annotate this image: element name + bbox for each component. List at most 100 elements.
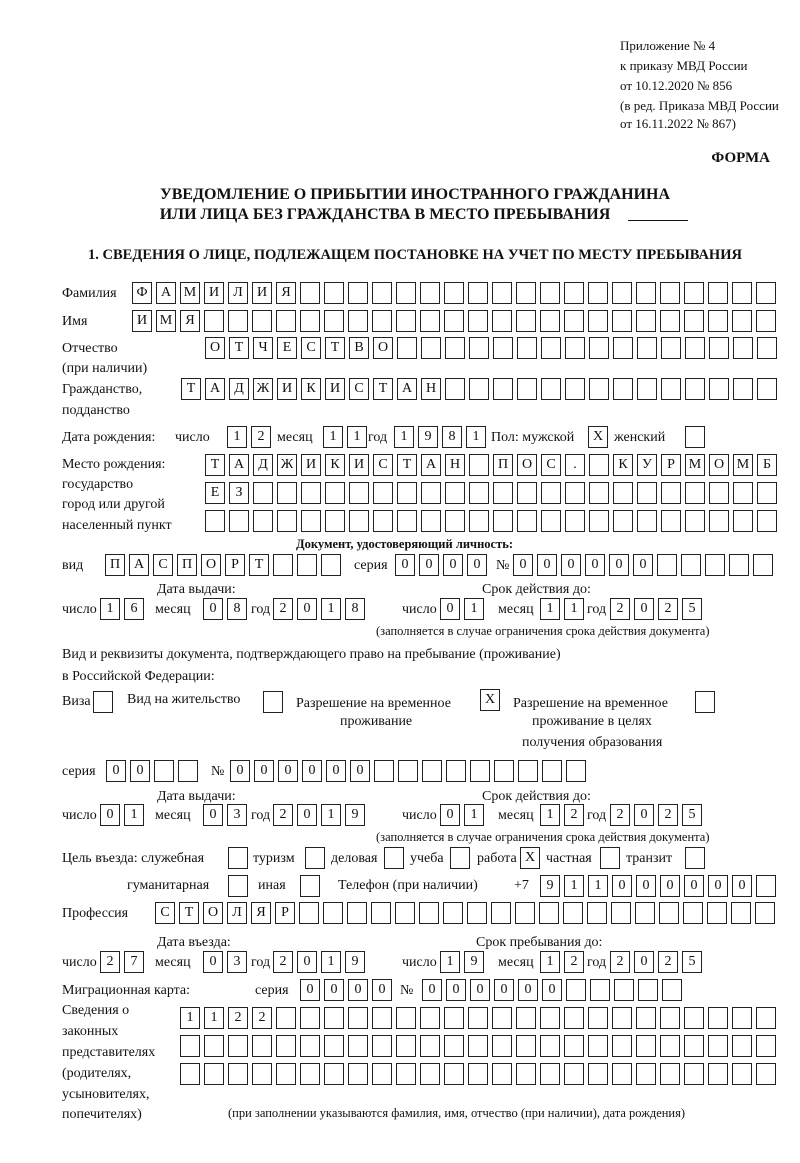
char-box-phone[interactable]: 0 (684, 875, 704, 897)
char-box-patronymic[interactable]: Т (325, 337, 345, 359)
char-box-entry-year[interactable]: 0 (297, 951, 317, 973)
char-box-surname[interactable]: И (252, 282, 272, 304)
char-box-phone[interactable]: 0 (636, 875, 656, 897)
char-box-name[interactable] (228, 310, 248, 332)
checkbox-purpose-official[interactable] (228, 847, 248, 869)
char-box-mc-series[interactable]: 0 (372, 979, 392, 1001)
char-box-birthplace-line1[interactable]: И (301, 454, 321, 476)
char-box-stay-day[interactable]: 9 (464, 951, 484, 973)
char-box-surname[interactable]: И (204, 282, 224, 304)
char-box-phone[interactable]: 0 (660, 875, 680, 897)
char-box-surname[interactable] (588, 282, 608, 304)
char-box-surname[interactable] (732, 282, 752, 304)
char-box-profession[interactable] (683, 902, 703, 924)
checkbox-purpose-tourism[interactable] (305, 847, 325, 869)
char-box-patronymic[interactable]: С (301, 337, 321, 359)
char-box-guardians-line1[interactable] (396, 1007, 416, 1029)
char-box-id-number[interactable]: 0 (609, 554, 629, 576)
char-box-birthplace-line2[interactable] (733, 482, 753, 504)
char-box-birthplace-line1[interactable]: К (613, 454, 633, 476)
char-box-profession[interactable] (611, 902, 631, 924)
char-box-name[interactable]: Я (180, 310, 200, 332)
char-box-birth-year[interactable]: 8 (442, 426, 462, 448)
char-box-citizenship[interactable]: Т (373, 378, 393, 400)
char-box-phone[interactable]: 0 (732, 875, 752, 897)
char-box-id-kind[interactable]: Т (249, 554, 269, 576)
char-box-guardians-line3[interactable] (252, 1063, 272, 1085)
char-box-guardians-line1[interactable] (660, 1007, 680, 1029)
char-box-guardians-line2[interactable] (564, 1035, 584, 1057)
char-box-rd-series[interactable]: 0 (130, 760, 150, 782)
char-box-birthplace-line2[interactable] (757, 482, 777, 504)
char-box-guardians-line3[interactable] (324, 1063, 344, 1085)
char-box-birthplace-line2[interactable] (589, 482, 609, 504)
char-box-surname[interactable]: Ф (132, 282, 152, 304)
char-box-birthplace-line1[interactable]: Н (445, 454, 465, 476)
char-box-id-kind[interactable]: А (129, 554, 149, 576)
char-box-name[interactable] (732, 310, 752, 332)
char-box-birthplace-line3[interactable] (421, 510, 441, 532)
char-box-guardians-line2[interactable] (660, 1035, 680, 1057)
char-box-guardians-line1[interactable] (636, 1007, 656, 1029)
char-box-surname[interactable]: М (180, 282, 200, 304)
char-box-citizenship[interactable] (757, 378, 777, 400)
char-box-citizenship[interactable] (613, 378, 633, 400)
char-box-surname[interactable] (756, 282, 776, 304)
char-box-rd-valid-day[interactable]: 1 (464, 804, 484, 826)
char-box-citizenship[interactable]: А (397, 378, 417, 400)
char-box-guardians-line1[interactable] (612, 1007, 632, 1029)
char-box-birthplace-line3[interactable] (541, 510, 561, 532)
char-box-surname[interactable] (444, 282, 464, 304)
char-box-patronymic[interactable] (661, 337, 681, 359)
char-box-birthplace-line2[interactable] (373, 482, 393, 504)
char-box-patronymic[interactable] (397, 337, 417, 359)
char-box-id-issue-year[interactable]: 8 (345, 598, 365, 620)
char-box-name[interactable]: М (156, 310, 176, 332)
char-box-mc-series[interactable]: 0 (324, 979, 344, 1001)
char-box-guardians-line2[interactable] (612, 1035, 632, 1057)
char-box-id-number[interactable]: 0 (513, 554, 533, 576)
char-box-name[interactable] (660, 310, 680, 332)
char-box-citizenship[interactable] (637, 378, 657, 400)
char-box-rd-number[interactable] (494, 760, 514, 782)
char-box-birthplace-line2[interactable] (685, 482, 705, 504)
char-box-guardians-line1[interactable] (468, 1007, 488, 1029)
char-box-id-issue-month[interactable]: 8 (227, 598, 247, 620)
char-box-birthplace-line1[interactable]: Б (757, 454, 777, 476)
char-box-patronymic[interactable] (445, 337, 465, 359)
char-box-birthplace-line2[interactable] (301, 482, 321, 504)
char-box-name[interactable] (468, 310, 488, 332)
char-box-mc-number[interactable]: 0 (470, 979, 490, 1001)
char-box-guardians-line1[interactable] (708, 1007, 728, 1029)
char-box-guardians-line1[interactable] (756, 1007, 776, 1029)
char-box-rd-issue-month[interactable]: 3 (227, 804, 247, 826)
char-box-mc-number[interactable] (662, 979, 682, 1001)
char-box-id-kind[interactable]: Р (225, 554, 245, 576)
char-box-birthplace-line2[interactable] (445, 482, 465, 504)
char-box-id-issue-day[interactable]: 1 (100, 598, 120, 620)
char-box-name[interactable] (252, 310, 272, 332)
char-box-surname[interactable] (516, 282, 536, 304)
char-box-guardians-line1[interactable] (564, 1007, 584, 1029)
char-box-id-number[interactable]: 0 (537, 554, 557, 576)
char-box-mc-number[interactable]: 0 (422, 979, 442, 1001)
char-box-name[interactable] (540, 310, 560, 332)
char-box-citizenship[interactable] (517, 378, 537, 400)
char-box-citizenship[interactable]: Ж (253, 378, 273, 400)
char-box-patronymic[interactable] (637, 337, 657, 359)
char-box-guardians-line2[interactable] (180, 1035, 200, 1057)
char-box-guardians-line3[interactable] (492, 1063, 512, 1085)
char-box-mc-number[interactable] (566, 979, 586, 1001)
char-box-guardians-line2[interactable] (396, 1035, 416, 1057)
char-box-id-number[interactable] (705, 554, 725, 576)
char-box-entry-month[interactable]: 0 (203, 951, 223, 973)
char-box-rd-number[interactable] (518, 760, 538, 782)
char-box-birthplace-line2[interactable] (325, 482, 345, 504)
char-box-name[interactable] (684, 310, 704, 332)
char-box-name[interactable] (324, 310, 344, 332)
char-box-stay-day[interactable]: 1 (440, 951, 460, 973)
char-box-birthplace-line2[interactable] (709, 482, 729, 504)
char-box-birthplace-line3[interactable] (253, 510, 273, 532)
checkbox-doc-temp-permit[interactable]: X (480, 689, 500, 711)
char-box-birthplace-line3[interactable] (685, 510, 705, 532)
